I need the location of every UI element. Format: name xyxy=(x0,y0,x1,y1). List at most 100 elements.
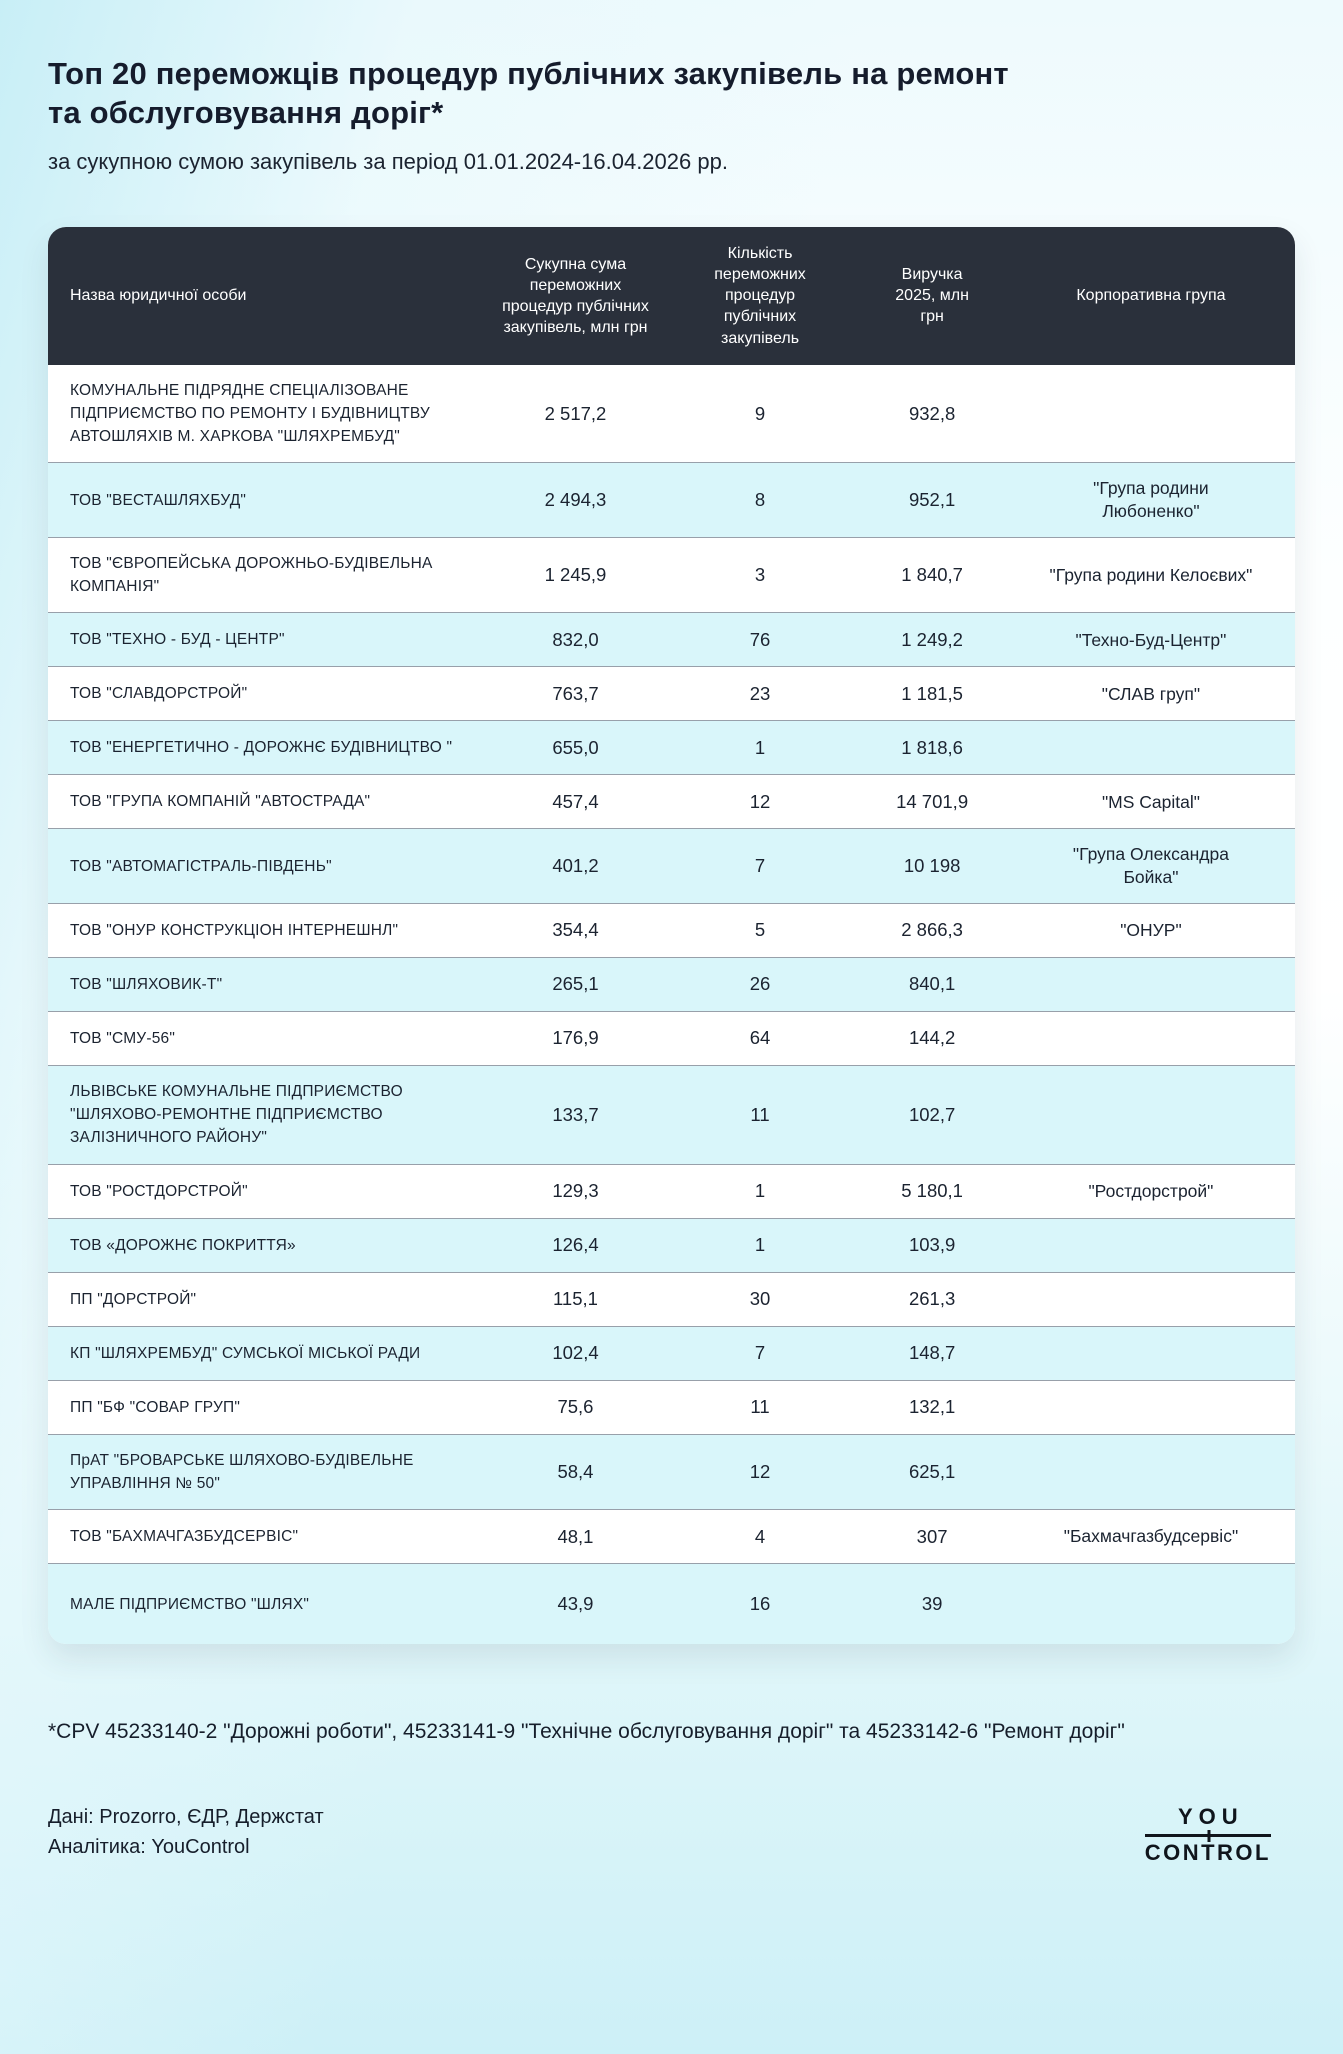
table-row: ПП "БФ "СОВАР ГРУП" 75,6 11 132,1 xyxy=(48,1379,1295,1434)
revenue-2025-cell: 1 249,2 xyxy=(901,628,963,650)
data-source-block: Дані: Prozorro, ЄДР, Держстат Аналітика:… xyxy=(48,1802,324,1862)
company-name-cell: КП "ШЛЯХРЕМБУД" СУМСЬКОЇ МІСЬКОЇ РАДИ xyxy=(70,1344,421,1362)
revenue-2025-cell: 307 xyxy=(916,1525,948,1547)
procedures-count-cell: 1 xyxy=(754,1180,766,1202)
column-header-corporate-group: Корпоративна група xyxy=(1076,287,1226,305)
table-row: ТОВ "ШЛЯХОВИК-Т" 265,1 26 840,1 xyxy=(48,956,1295,1011)
company-name-cell: МАЛЕ ПІДПРИЄМСТВО "ШЛЯХ" xyxy=(70,1595,310,1613)
revenue-2025-cell: 102,7 xyxy=(908,1103,956,1125)
total-sum-cell: 2 494,3 xyxy=(544,489,607,511)
table-row: ТОВ "ГРУПА КОМПАНІЙ "АВТОСТРАДА" 457,4 1… xyxy=(48,774,1295,829)
procedures-count-cell: 76 xyxy=(749,628,771,650)
procedures-count-cell: 7 xyxy=(754,1342,766,1364)
procedures-count-cell: 30 xyxy=(749,1288,771,1310)
procurement-table: Назва юридичної особи Сукупна сума перем… xyxy=(48,227,1295,1645)
corporate-group-cell xyxy=(1007,721,1295,774)
page-footer: Дані: Prozorro, ЄДР, Держстат Аналітика:… xyxy=(48,1802,1295,1866)
procedures-count-cell: 12 xyxy=(749,790,771,812)
total-sum-cell: 832,0 xyxy=(552,628,599,650)
company-name-cell: ТОВ "ГРУПА КОМПАНІЙ "АВТОСТРАДА" xyxy=(70,793,371,811)
total-sum-cell: 457,4 xyxy=(552,790,599,812)
column-header-total-sum: Сукупна сума переможних процедур публічн… xyxy=(502,255,649,336)
corporate-group-cell xyxy=(1007,1564,1295,1644)
data-source-line: Дані: Prozorro, ЄДР, Держстат xyxy=(48,1805,324,1828)
column-header-company: Назва юридичної особи xyxy=(70,287,247,305)
corporate-group-cell: "Група родини Келоєвих" xyxy=(1049,564,1253,585)
revenue-2025-cell: 14 701,9 xyxy=(896,790,969,812)
corporate-group-cell xyxy=(1007,1381,1295,1434)
total-sum-cell: 48,1 xyxy=(557,1525,594,1547)
company-name-cell: ТОВ «ДОРОЖНЄ ПОКРИТТЯ» xyxy=(70,1236,296,1254)
procedures-count-cell: 11 xyxy=(750,1103,770,1125)
corporate-group-cell xyxy=(1007,365,1295,463)
table-row: ТОВ «ДОРОЖНЄ ПОКРИТТЯ» 126,4 1 103,9 xyxy=(48,1217,1295,1272)
cpv-footnote: *CPV 45233140-2 "Дорожні роботи", 452331… xyxy=(48,1720,1125,1744)
revenue-2025-cell: 840,1 xyxy=(908,973,956,995)
company-name-cell: КОМУНАЛЬНЕ ПІДРЯДНЕ СПЕЦІАЛІЗОВАНЕ ПІДПР… xyxy=(70,381,430,446)
corporate-group-cell xyxy=(1007,1012,1295,1065)
corporate-group-cell xyxy=(1007,1219,1295,1272)
total-sum-cell: 115,1 xyxy=(553,1288,598,1310)
table-row: ТОВ "ЕНЕРГЕТИЧНО - ДОРОЖНЄ БУДІВНИЦТВО "… xyxy=(48,720,1295,775)
corporate-group-cell: "Група родини Любоненко" xyxy=(1093,478,1209,522)
procedures-count-cell: 16 xyxy=(749,1593,771,1615)
table-row: ТОВ "СЛАВДОРСТРОЙ" 763,7 23 1 181,5 "СЛА… xyxy=(48,666,1295,721)
total-sum-cell: 58,4 xyxy=(557,1460,594,1482)
page-title: Топ 20 переможців процедур публічних зак… xyxy=(48,56,1009,131)
procedures-count-cell: 7 xyxy=(754,855,766,877)
revenue-2025-cell: 932,8 xyxy=(908,402,956,424)
table-row: ТОВ "РОСТДОРСТРОЙ" 129,3 1 5 180,1 "Рост… xyxy=(48,1163,1295,1218)
company-name-cell: ТОВ "РОСТДОРСТРОЙ" xyxy=(70,1182,248,1200)
revenue-2025-cell: 2 866,3 xyxy=(901,919,963,941)
company-name-cell: ЛЬВІВСЬКЕ КОМУНАЛЬНЕ ПІДПРИЄМСТВО "ШЛЯХО… xyxy=(70,1082,403,1147)
total-sum-cell: 655,0 xyxy=(552,736,599,758)
company-name-cell: ТОВ "ЄВРОПЕЙСЬКА ДОРОЖНЬО-БУДІВЕЛЬНА КОМ… xyxy=(70,554,433,596)
table-row: МАЛЕ ПІДПРИЄМСТВО "ШЛЯХ" 43,9 16 39 xyxy=(48,1563,1295,1645)
procedures-count-cell: 1 xyxy=(754,736,766,758)
company-name-cell: ТОВ "ШЛЯХОВИК-Т" xyxy=(70,975,223,993)
procedures-count-cell: 5 xyxy=(754,919,766,941)
procedures-count-cell: 11 xyxy=(750,1396,770,1418)
total-sum-cell: 763,7 xyxy=(552,682,599,704)
company-name-cell: ПП "ДОРСТРОЙ" xyxy=(70,1290,197,1308)
procedures-count-cell: 3 xyxy=(754,564,766,586)
corporate-group-cell xyxy=(1007,1273,1295,1326)
corporate-group-cell: "MS Capital" xyxy=(1101,791,1200,812)
page: Топ 20 переможців процедур публічних зак… xyxy=(0,0,1343,1866)
table-row: КП "ШЛЯХРЕМБУД" СУМСЬКОЇ МІСЬКОЇ РАДИ 10… xyxy=(48,1325,1295,1380)
revenue-2025-cell: 5 180,1 xyxy=(901,1180,963,1202)
analytics-line: Аналітика: YouControl xyxy=(48,1835,250,1858)
corporate-group-cell: "Група Олександра Бойка" xyxy=(1072,844,1229,888)
youcontrol-logo-icon: YOU CONTROL xyxy=(1144,1804,1271,1866)
revenue-2025-cell: 10 198 xyxy=(903,855,961,877)
company-name-cell: ТОВ "ЕНЕРГЕТИЧНО - ДОРОЖНЄ БУДІВНИЦТВО " xyxy=(70,739,453,757)
total-sum-cell: 129,3 xyxy=(552,1180,599,1202)
revenue-2025-cell: 1 181,5 xyxy=(901,682,963,704)
revenue-2025-cell: 144,2 xyxy=(908,1027,956,1049)
total-sum-cell: 1 245,9 xyxy=(544,564,607,586)
revenue-2025-cell: 1 840,7 xyxy=(901,564,963,586)
table-row: ТОВ "АВТОМАГІСТРАЛЬ-ПІВДЕНЬ" 401,2 7 10 … xyxy=(48,828,1295,903)
company-name-cell: ТОВ "ОНУР КОНСТРУКЦІОН ІНТЕРНЕШНЛ" xyxy=(70,921,399,939)
revenue-2025-cell: 261,3 xyxy=(908,1288,956,1310)
table-row: ПрАТ "БРОВАРСЬКЕ ШЛЯХОВО-БУДІВЕЛЬНЕ УПРА… xyxy=(48,1433,1295,1510)
procedures-count-cell: 9 xyxy=(754,402,766,424)
table-row: ТОВ "БАХМАЧГАЗБУДСЕРВІС" 48,1 4 307 "Бах… xyxy=(48,1509,1295,1564)
table-header-row: Назва юридичної особи Сукупна сума перем… xyxy=(48,227,1295,365)
revenue-2025-cell: 132,1 xyxy=(908,1396,956,1418)
corporate-group-cell xyxy=(1007,958,1295,1011)
total-sum-cell: 401,2 xyxy=(552,855,599,877)
company-name-cell: ТОВ "ВЕСТАШЛЯХБУД" xyxy=(70,491,247,509)
procedures-count-cell: 26 xyxy=(749,973,771,995)
procedures-count-cell: 8 xyxy=(754,489,766,511)
page-subtitle: за сукупною сумою закупівель за період 0… xyxy=(48,149,728,175)
total-sum-cell: 133,7 xyxy=(552,1103,599,1125)
total-sum-cell: 102,4 xyxy=(552,1342,599,1364)
table-row: ТОВ "ЄВРОПЕЙСЬКА ДОРОЖНЬО-БУДІВЕЛЬНА КОМ… xyxy=(48,536,1295,613)
total-sum-cell: 126,4 xyxy=(552,1234,599,1256)
company-name-cell: ТОВ "АВТОМАГІСТРАЛЬ-ПІВДЕНЬ" xyxy=(70,857,332,875)
table-row: ТОВ "ТЕХНО - БУД - ЦЕНТР" 832,0 76 1 249… xyxy=(48,612,1295,667)
table-row: ТОВ "СМУ-56" 176,9 64 144,2 xyxy=(48,1010,1295,1065)
table-row: КОМУНАЛЬНЕ ПІДРЯДНЕ СПЕЦІАЛІЗОВАНЕ ПІДПР… xyxy=(48,364,1295,463)
youcontrol-logo-bottom: CONTROL xyxy=(1144,1839,1271,1865)
